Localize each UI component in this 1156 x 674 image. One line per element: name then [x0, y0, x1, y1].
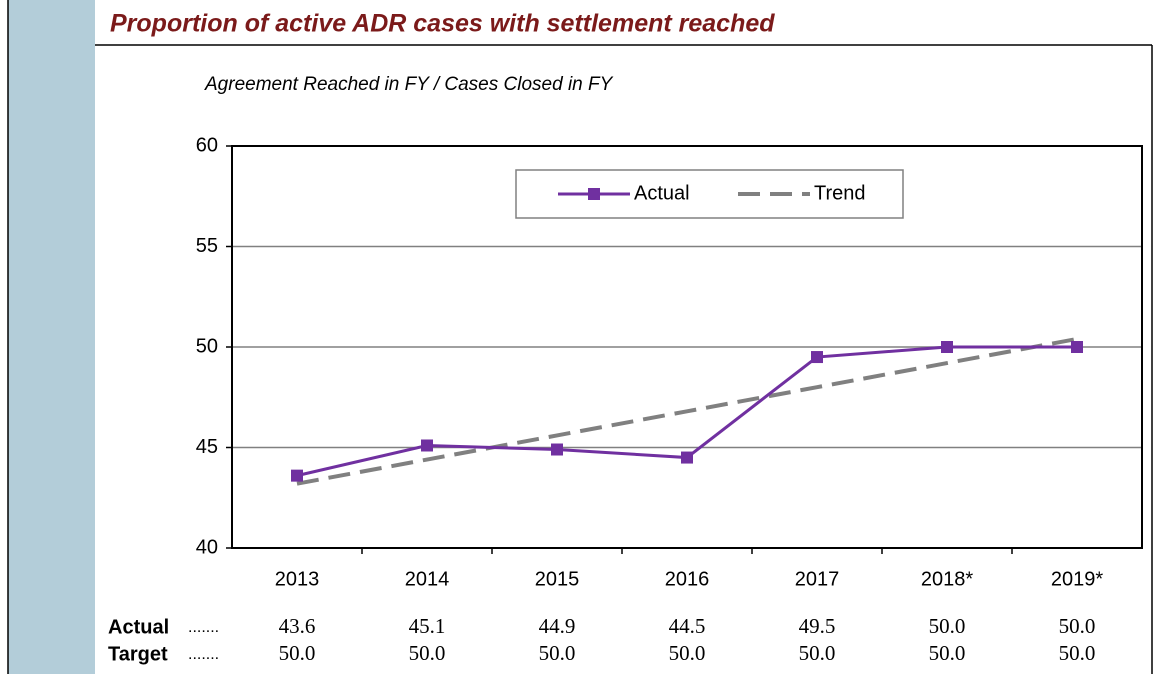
cell: 50.0	[1059, 614, 1096, 638]
chart-title: Proportion of active ADR cases with sett…	[110, 10, 775, 38]
x-tick-label: 2015	[535, 568, 580, 590]
cell: 45.1	[409, 614, 446, 638]
x-tick-label: 2014	[405, 568, 450, 590]
point-marker	[551, 443, 563, 456]
point-marker	[291, 469, 303, 482]
x-tick-label: 2013	[275, 568, 320, 590]
y-tick-label: 50	[196, 335, 218, 357]
legend-label: Trend	[814, 182, 866, 204]
side-band	[8, 0, 95, 674]
cell: 50.0	[409, 641, 446, 665]
cell: 50.0	[279, 641, 316, 665]
cell: 50.0	[539, 641, 576, 665]
row-label: Target	[108, 643, 168, 665]
cell: 50.0	[799, 641, 836, 665]
point-marker	[941, 341, 953, 353]
plot-frame	[231, 145, 1143, 549]
cell: 50.0	[669, 641, 706, 665]
point-marker	[811, 351, 823, 364]
cell: 50.0	[929, 614, 966, 638]
cell: 44.9	[539, 614, 576, 638]
cell: 50.0	[1059, 641, 1096, 665]
y-tick-label: 40	[196, 536, 218, 558]
y-tick-label: 45	[196, 436, 218, 458]
row-leader: .......	[188, 619, 219, 636]
point-marker	[1071, 341, 1083, 353]
x-tick-label: 2016	[665, 568, 710, 590]
cell: 49.5	[799, 614, 836, 638]
y-tick-label: 60	[196, 134, 218, 156]
row-leader: .......	[188, 646, 219, 663]
cell: 50.0	[929, 641, 966, 665]
cell: 44.5	[669, 614, 706, 638]
cell: 43.6	[279, 614, 316, 638]
point-marker	[681, 451, 693, 464]
x-tick-label: 2017	[795, 568, 840, 590]
y-tick-label: 55	[196, 235, 218, 257]
series-line	[296, 336, 1078, 486]
row-label: Actual	[108, 616, 169, 638]
legend-marker	[588, 188, 600, 200]
chart-subtitle: Agreement Reached in FY / Cases Closed i…	[204, 74, 614, 95]
x-tick-label: 2018*	[921, 568, 973, 590]
legend-label: Actual	[634, 182, 690, 204]
point-marker	[421, 439, 433, 452]
x-tick-label: 2019*	[1051, 568, 1103, 590]
